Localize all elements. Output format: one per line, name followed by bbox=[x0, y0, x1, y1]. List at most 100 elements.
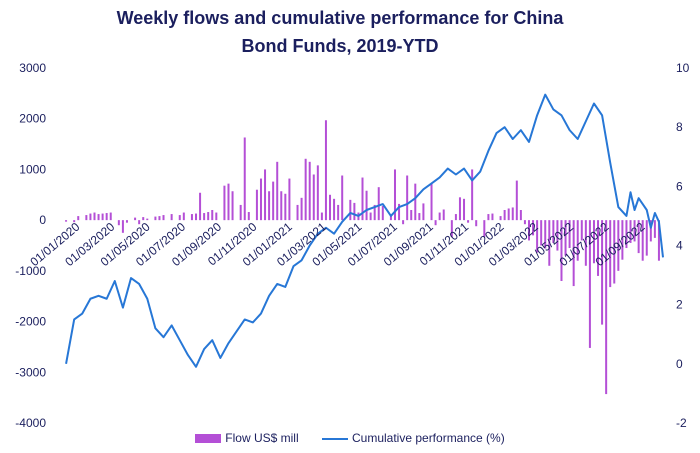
flow-bar bbox=[329, 194, 332, 221]
flow-bar bbox=[259, 178, 262, 221]
flow-bar bbox=[93, 212, 96, 221]
flow-bar bbox=[300, 197, 303, 221]
chart-title-line-2: Bond Funds, 2019-YTD bbox=[241, 36, 439, 56]
left-axis-tick-label: 0 bbox=[39, 213, 46, 227]
flow-bar bbox=[276, 161, 279, 221]
flow-bar bbox=[211, 210, 214, 221]
flow-bar bbox=[442, 209, 445, 221]
flow-bar bbox=[182, 212, 185, 221]
flow-bar bbox=[410, 210, 413, 221]
flow-bar bbox=[617, 220, 620, 271]
flow-bar bbox=[296, 204, 299, 221]
flow-bar bbox=[341, 175, 344, 221]
flow-bar bbox=[406, 175, 409, 221]
flow-bar bbox=[458, 197, 461, 221]
flow-bar bbox=[337, 204, 340, 221]
flow-bar bbox=[422, 203, 425, 221]
flow-bar bbox=[199, 192, 202, 221]
left-axis-tick-label: 1000 bbox=[19, 162, 46, 176]
flow-bar bbox=[507, 208, 510, 221]
right-axis-tick-label: 2 bbox=[676, 298, 683, 312]
flow-bar bbox=[418, 213, 421, 221]
flow-bar bbox=[162, 215, 165, 221]
flow-bar bbox=[255, 189, 258, 221]
flow-bar bbox=[247, 212, 250, 221]
flow-bar bbox=[89, 213, 92, 221]
flow-bar bbox=[649, 220, 652, 242]
flow-bar bbox=[568, 220, 571, 249]
flow-bar bbox=[527, 220, 530, 241]
flow-bar bbox=[556, 220, 559, 251]
performance-line-layer bbox=[65, 93, 664, 368]
flow-bar bbox=[373, 204, 376, 221]
left-axis-tick-label: -3000 bbox=[15, 365, 46, 379]
legend-item-performance: Cumulative performance (%) bbox=[321, 431, 505, 445]
flow-bar bbox=[178, 215, 181, 221]
right-axis-tick-label: 8 bbox=[676, 120, 683, 134]
flow-bars bbox=[65, 120, 660, 395]
flow-bar bbox=[633, 220, 636, 242]
flow-bar bbox=[146, 218, 149, 221]
flow-bar bbox=[73, 220, 76, 223]
flow-bar bbox=[333, 198, 336, 221]
flow-bar bbox=[393, 169, 396, 221]
flow-bar bbox=[316, 165, 319, 221]
flow-bar bbox=[284, 193, 287, 221]
flow-bar bbox=[519, 210, 522, 221]
flow-bar bbox=[170, 214, 173, 221]
flow-bar bbox=[621, 220, 624, 260]
flow-bar bbox=[264, 169, 267, 221]
right-axis-tick-label: 0 bbox=[676, 357, 683, 371]
flow-bar bbox=[402, 220, 405, 225]
flow-bar bbox=[101, 213, 104, 221]
chart-title-line-1: Weekly flows and cumulative performance … bbox=[116, 8, 564, 28]
flow-bar bbox=[523, 220, 526, 225]
flow-bar bbox=[487, 214, 490, 221]
flow-bar bbox=[195, 213, 198, 221]
flow-bar bbox=[389, 215, 392, 221]
flow-bar bbox=[109, 212, 112, 221]
flow-bar bbox=[320, 212, 323, 221]
flow-bar bbox=[536, 220, 539, 253]
flow-bar bbox=[584, 220, 587, 266]
legend-label-flow: Flow US$ mill bbox=[225, 430, 299, 445]
flow-bar bbox=[572, 220, 575, 287]
flow-bar bbox=[288, 178, 291, 221]
flow-bar bbox=[381, 205, 384, 221]
flow-bar bbox=[532, 220, 535, 236]
flow-bar bbox=[243, 137, 246, 221]
legend-item-flow: Flow US$ mill bbox=[195, 430, 299, 445]
flow-bar bbox=[231, 191, 234, 221]
flow-bar bbox=[613, 220, 616, 284]
flow-bar bbox=[414, 183, 417, 221]
flow-bar bbox=[97, 214, 100, 221]
flow-bar bbox=[629, 220, 632, 243]
flow-bar bbox=[601, 220, 604, 325]
flow-bar bbox=[576, 220, 579, 261]
flow-bar bbox=[308, 161, 311, 221]
legend: Flow US$ mill Cumulative performance (%) bbox=[0, 430, 700, 445]
flow-bar bbox=[597, 220, 600, 276]
flow-bar bbox=[377, 187, 380, 221]
legend-swatch-flow bbox=[195, 434, 222, 444]
flow-bar bbox=[190, 214, 193, 221]
flow-bar bbox=[540, 220, 543, 246]
flow-bar bbox=[121, 220, 124, 233]
flow-bar bbox=[434, 220, 437, 226]
flow-bar bbox=[312, 174, 315, 221]
flow-bar bbox=[588, 220, 591, 348]
flow-bar bbox=[625, 220, 628, 249]
flow-bar bbox=[365, 190, 368, 221]
flow-bar bbox=[580, 220, 583, 241]
left-axis-ticks: 3000 2000 1000 0 -1000 -2000 -3000 -4000 bbox=[15, 61, 46, 430]
flow-bar bbox=[515, 180, 518, 221]
flow-bar bbox=[605, 220, 608, 395]
flow-bar bbox=[272, 181, 275, 221]
flow-bar bbox=[65, 220, 68, 222]
flow-bar bbox=[280, 191, 283, 221]
flow-bar bbox=[475, 220, 478, 227]
flow-bar bbox=[438, 212, 441, 221]
flow-bar bbox=[657, 220, 660, 261]
flow-bar bbox=[203, 213, 206, 221]
flow-bar bbox=[77, 216, 80, 221]
